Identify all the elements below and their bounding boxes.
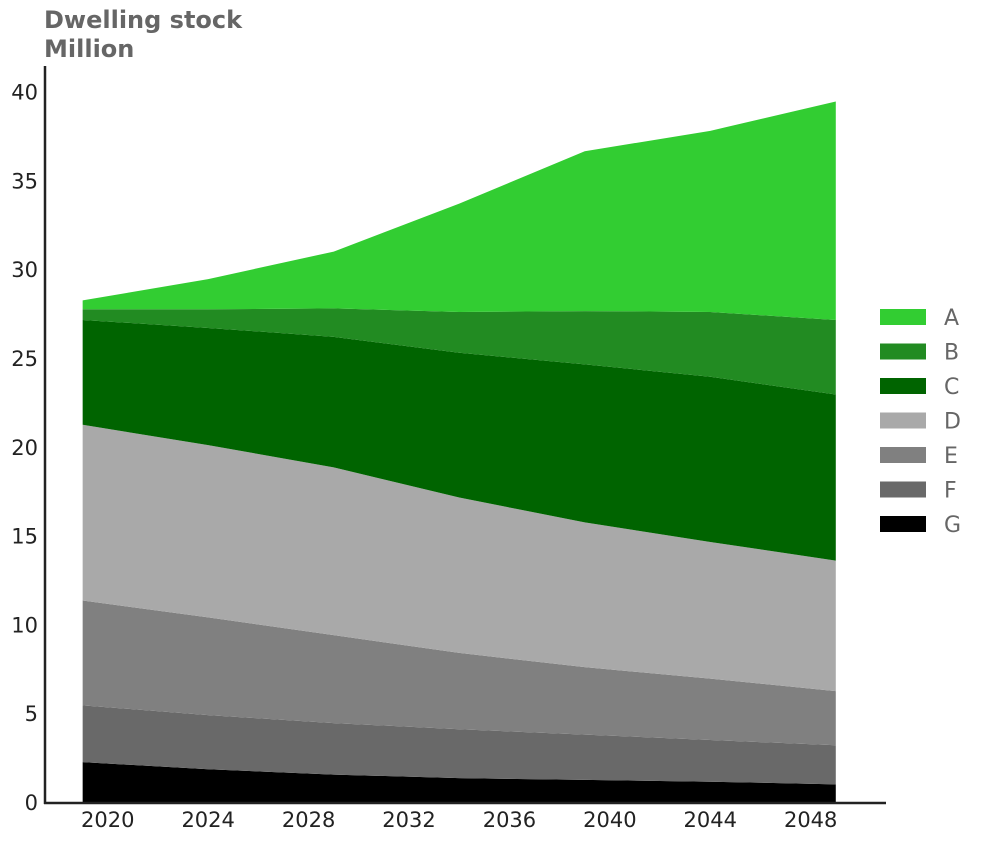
y-tick-label: 25 [11, 347, 38, 371]
x-tick-label: 2048 [784, 808, 837, 832]
legend-swatch-f [880, 481, 926, 498]
area-series-g [82, 762, 836, 803]
area-series-d [82, 424, 836, 692]
legend-label-c: C [944, 375, 959, 400]
legend-label-a: A [944, 306, 959, 331]
y-tick-label: 40 [11, 81, 38, 105]
x-tick-label: 2028 [282, 808, 335, 832]
x-tick-label: 2024 [181, 808, 234, 832]
legend-label-f: F [944, 479, 957, 504]
chart-title: Dwelling stock [44, 6, 243, 34]
area-series-f [82, 705, 836, 785]
x-tick-label: 2036 [483, 808, 536, 832]
legend-label-g: G [944, 513, 961, 538]
legend-swatch-b [880, 343, 926, 360]
legend-label-b: B [944, 341, 959, 366]
x-tick-label: 2044 [684, 808, 737, 832]
x-tick-label: 2020 [81, 808, 134, 832]
y-tick-label: 5 [25, 702, 38, 726]
area-series-c [82, 319, 836, 561]
area-series-a [82, 101, 836, 320]
legend-swatch-c [880, 378, 926, 394]
legend-label-e: E [944, 444, 958, 469]
y-tick-label: 10 [11, 613, 38, 637]
y-tick-label: 30 [11, 258, 38, 282]
legend-swatch-d [880, 412, 926, 429]
legend-swatch-a [880, 309, 926, 325]
y-tick-label: 15 [11, 525, 38, 549]
area-series-e [82, 600, 836, 746]
x-tick-label: 2032 [382, 808, 435, 832]
y-tick-label: 35 [11, 169, 38, 193]
axes: 0 5 10 15 20 25 30 35 40 2020 2024 2028 2032 2036 2040… [11, 66, 886, 832]
area-series-b [82, 308, 836, 395]
y-tick-label: 0 [25, 791, 38, 815]
legend-label-d: D [944, 410, 961, 435]
legend-swatch-g [880, 516, 926, 532]
x-tick-label: 2040 [583, 808, 636, 832]
y-tick-label: 20 [11, 436, 38, 460]
area-layers [82, 101, 836, 803]
legend-swatch-e [880, 447, 926, 463]
chart-subtitle: Million [44, 35, 134, 63]
